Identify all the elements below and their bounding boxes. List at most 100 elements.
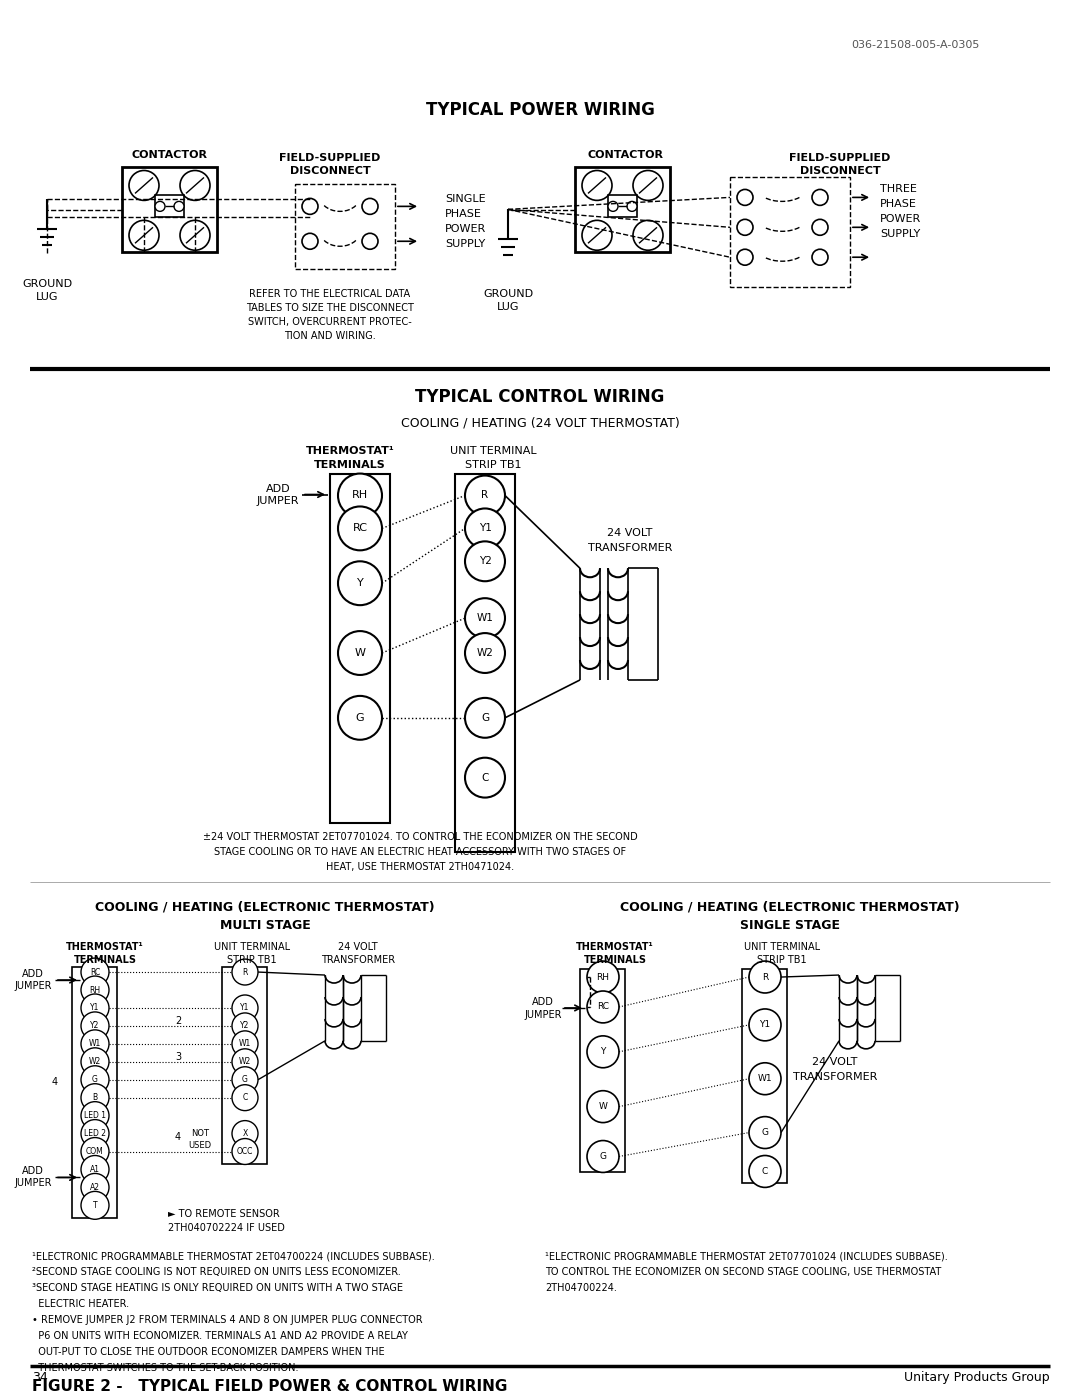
Circle shape <box>812 190 828 205</box>
Text: TABLES TO SIZE THE DISCONNECT: TABLES TO SIZE THE DISCONNECT <box>246 303 414 313</box>
Circle shape <box>232 1120 258 1147</box>
Circle shape <box>81 1030 109 1058</box>
Circle shape <box>737 190 753 205</box>
Text: 036-21508-005-A-0305: 036-21508-005-A-0305 <box>852 41 980 50</box>
Text: RH: RH <box>352 490 368 500</box>
Text: X: X <box>242 1129 247 1139</box>
Circle shape <box>174 201 184 211</box>
Text: USED: USED <box>188 1141 212 1150</box>
Text: CONTACTOR: CONTACTOR <box>588 149 664 159</box>
Text: RH: RH <box>596 972 609 982</box>
Circle shape <box>232 1031 258 1056</box>
Circle shape <box>588 1035 619 1067</box>
Circle shape <box>232 1139 258 1165</box>
Circle shape <box>465 475 505 515</box>
Bar <box>575 168 670 253</box>
Text: 24 VOLT: 24 VOLT <box>812 1056 858 1067</box>
Text: STRIP TB1: STRIP TB1 <box>227 956 276 965</box>
Text: ADD: ADD <box>22 970 44 979</box>
Text: JUMPER: JUMPER <box>257 496 299 507</box>
Text: TRANSFORMER: TRANSFORMER <box>793 1071 877 1081</box>
Circle shape <box>232 1084 258 1111</box>
Text: TERMINALS: TERMINALS <box>314 460 386 469</box>
Circle shape <box>302 233 318 249</box>
Text: PHASE: PHASE <box>880 200 917 210</box>
Circle shape <box>750 1063 781 1095</box>
Text: STRIP TB1: STRIP TB1 <box>464 460 522 469</box>
Text: R: R <box>482 490 488 500</box>
Circle shape <box>812 249 828 265</box>
Text: Y2: Y2 <box>91 1021 99 1031</box>
Text: TYPICAL POWER WIRING: TYPICAL POWER WIRING <box>426 101 654 119</box>
Circle shape <box>338 696 382 740</box>
Text: POWER: POWER <box>880 214 921 225</box>
Text: COOLING / HEATING (ELECTRONIC THERMOSTAT): COOLING / HEATING (ELECTRONIC THERMOSTAT… <box>620 901 960 914</box>
Text: C: C <box>242 1094 247 1102</box>
Circle shape <box>737 249 753 265</box>
Text: TO CONTROL THE ECONOMIZER ON SECOND STAGE COOLING, USE THERMOSTAT: TO CONTROL THE ECONOMIZER ON SECOND STAG… <box>545 1267 942 1277</box>
Text: 24 VOLT: 24 VOLT <box>338 942 378 953</box>
Text: DISCONNECT: DISCONNECT <box>799 166 880 176</box>
Text: JUMPER: JUMPER <box>524 1010 562 1020</box>
Text: MULTI STAGE: MULTI STAGE <box>219 919 310 932</box>
Text: SWITCH, OVERCURRENT PROTEC-: SWITCH, OVERCURRENT PROTEC- <box>248 317 411 327</box>
Text: COM: COM <box>86 1147 104 1155</box>
Circle shape <box>750 961 781 993</box>
Circle shape <box>81 977 109 1004</box>
Text: Y2: Y2 <box>241 1021 249 1031</box>
Text: T: T <box>93 1201 97 1210</box>
Text: COOLING / HEATING (24 VOLT THERMOSTAT): COOLING / HEATING (24 VOLT THERMOSTAT) <box>401 416 679 429</box>
Text: W: W <box>354 648 365 658</box>
Circle shape <box>81 1119 109 1147</box>
Text: THERMOSTAT¹: THERMOSTAT¹ <box>306 446 394 455</box>
Circle shape <box>81 995 109 1021</box>
Text: POWER: POWER <box>445 225 486 235</box>
Text: LED 2: LED 2 <box>84 1129 106 1139</box>
Text: ²SECOND STAGE COOLING IS NOT REQUIRED ON UNITS LESS ECONOMIZER.: ²SECOND STAGE COOLING IS NOT REQUIRED ON… <box>32 1267 401 1277</box>
Text: LED 1: LED 1 <box>84 1111 106 1120</box>
Text: W2: W2 <box>239 1058 252 1066</box>
Circle shape <box>737 219 753 235</box>
Text: REFER TO THE ELECTRICAL DATA: REFER TO THE ELECTRICAL DATA <box>249 289 410 299</box>
Text: Y1: Y1 <box>759 1020 770 1030</box>
Bar <box>72 967 117 1218</box>
Text: RC: RC <box>90 968 100 977</box>
Text: Y2: Y2 <box>478 556 491 566</box>
Text: GROUND: GROUND <box>483 289 534 299</box>
Circle shape <box>588 961 619 993</box>
Text: UNIT TERMINAL: UNIT TERMINAL <box>744 942 820 953</box>
Text: ¹ELECTRONIC PROGRAMMABLE THERMOSTAT 2ET04700224 (INCLUDES SUBBASE).: ¹ELECTRONIC PROGRAMMABLE THERMOSTAT 2ET0… <box>32 1252 435 1261</box>
Text: ³SECOND STAGE HEATING IS ONLY REQUIRED ON UNITS WITH A TWO STAGE: ³SECOND STAGE HEATING IS ONLY REQUIRED O… <box>32 1282 403 1294</box>
Text: G: G <box>355 712 364 722</box>
Circle shape <box>465 757 505 798</box>
Text: TYPICAL CONTROL WIRING: TYPICAL CONTROL WIRING <box>416 388 664 405</box>
Text: THERMOSTAT¹: THERMOSTAT¹ <box>66 942 144 953</box>
Text: A1: A1 <box>90 1165 100 1173</box>
Circle shape <box>588 1091 619 1123</box>
Text: PHASE: PHASE <box>445 210 482 219</box>
Text: 4: 4 <box>52 1077 58 1087</box>
Circle shape <box>156 201 165 211</box>
Circle shape <box>81 1102 109 1130</box>
Text: FIELD-SUPPLIED: FIELD-SUPPLIED <box>280 152 380 162</box>
Text: G: G <box>761 1127 769 1137</box>
Circle shape <box>180 170 210 200</box>
Text: RC: RC <box>597 1003 609 1011</box>
Text: W2: W2 <box>89 1058 102 1066</box>
Text: G: G <box>599 1153 607 1161</box>
Text: JUMPER: JUMPER <box>14 981 52 990</box>
Text: 3: 3 <box>175 1052 181 1062</box>
Circle shape <box>608 201 618 211</box>
Circle shape <box>81 1155 109 1183</box>
Text: ±24 VOLT THERMOSTAT 2ET07701024. TO CONTROL THE ECONOMIZER ON THE SECOND: ±24 VOLT THERMOSTAT 2ET07701024. TO CONT… <box>203 833 637 842</box>
Text: Y: Y <box>356 578 363 588</box>
Text: P6 ON UNITS WITH ECONOMIZER. TERMINALS A1 AND A2 PROVIDE A RELAY: P6 ON UNITS WITH ECONOMIZER. TERMINALS A… <box>32 1331 408 1341</box>
Text: HEAT, USE THERMOSTAT 2TH0471024.: HEAT, USE THERMOSTAT 2TH0471024. <box>326 862 514 872</box>
Circle shape <box>812 219 828 235</box>
Bar <box>455 474 515 852</box>
Circle shape <box>750 1116 781 1148</box>
Text: SINGLE: SINGLE <box>445 194 486 204</box>
Bar <box>330 474 390 823</box>
Text: C: C <box>761 1166 768 1176</box>
Circle shape <box>81 1048 109 1076</box>
